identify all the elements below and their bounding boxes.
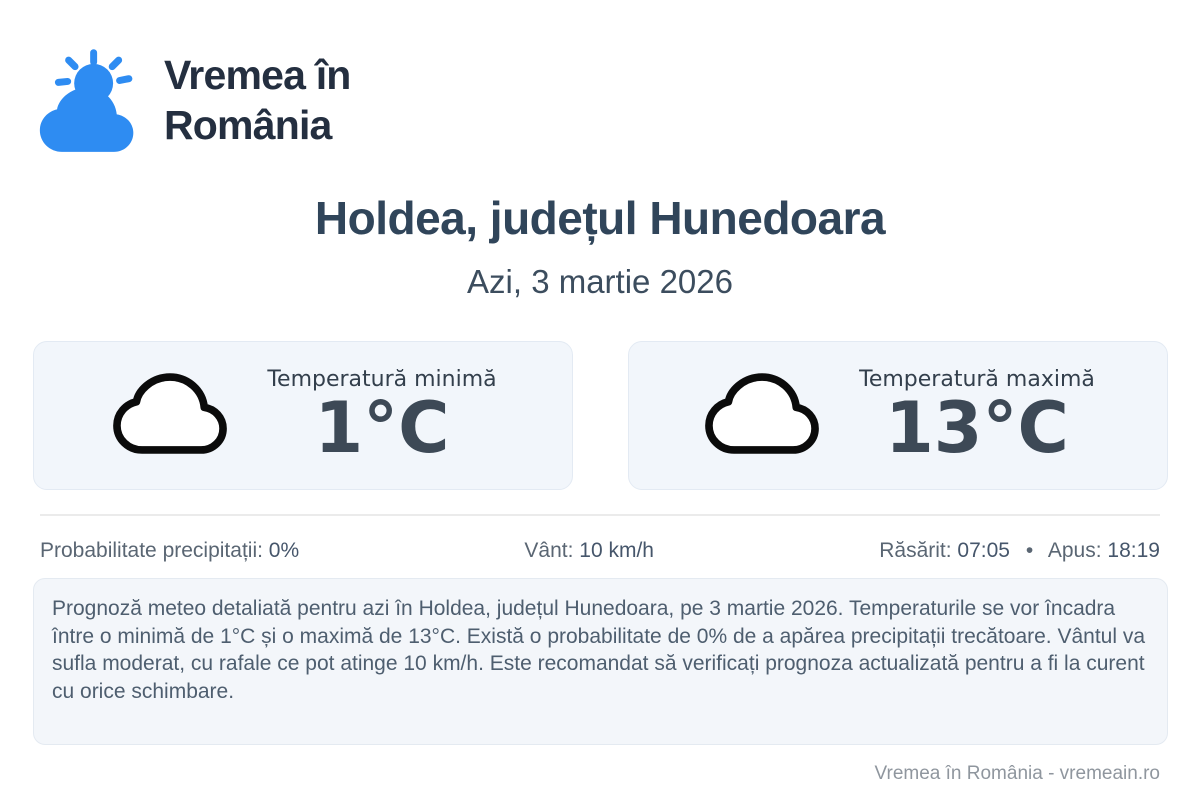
footer-attribution: Vremea în România - vremeain.ro xyxy=(874,763,1160,784)
precipitation-value: 0% xyxy=(268,539,300,562)
max-temperature-card: Temperatură maximă 13°C xyxy=(628,341,1168,490)
precipitation-stat: Probabilitate precipitații: 0% xyxy=(40,539,299,563)
wind-stat: Vânt: 10 km/h xyxy=(524,539,654,563)
cloud-icon xyxy=(701,369,823,462)
sunrise-label: Răsărit: xyxy=(879,539,952,562)
sun-behind-cloud-icon xyxy=(38,48,140,152)
temperature-cards: Temperatură minimă 1°C Temperatură maxim… xyxy=(33,341,1168,490)
sunrise-value: 07:05 xyxy=(957,539,1010,562)
min-temperature-card: Temperatură minimă 1°C xyxy=(33,341,573,490)
wind-value: 10 km/h xyxy=(579,539,654,562)
stats-row: Probabilitate precipitații: 0% Vânt: 10 … xyxy=(40,539,1160,563)
section-divider xyxy=(40,514,1160,516)
precipitation-label: Probabilitate precipitații: xyxy=(40,539,263,562)
sun-times-stat: Răsărit: 07:05 • Apus: 18:19 xyxy=(879,539,1160,563)
site-logo: Vremea în România xyxy=(38,48,351,152)
page-title: Holdea, județul Hunedoara xyxy=(314,192,886,244)
max-temperature-label: Temperatură maximă xyxy=(859,366,1095,392)
bullet-separator: • xyxy=(1025,539,1034,562)
forecast-text-box: Prognoză meteo detaliată pentru azi în H… xyxy=(33,578,1168,745)
cloud-icon xyxy=(109,369,231,462)
sunset-value: 18:19 xyxy=(1107,539,1160,562)
min-temperature-block: Temperatură minimă 1°C xyxy=(267,367,496,464)
min-temperature-value: 1°C xyxy=(314,386,450,469)
wind-label: Vânt: xyxy=(524,539,574,562)
site-name: Vremea în România xyxy=(164,50,351,150)
site-name-line1: Vremea în xyxy=(164,51,351,98)
min-temperature-label: Temperatură minimă xyxy=(267,366,497,392)
max-temperature-block: Temperatură maximă 13°C xyxy=(859,367,1095,464)
date-subtitle: Azi, 3 martie 2026 xyxy=(467,263,733,300)
sunset-label: Apus: xyxy=(1047,539,1102,562)
site-name-line2: România xyxy=(164,102,332,148)
max-temperature-value: 13°C xyxy=(885,386,1069,469)
